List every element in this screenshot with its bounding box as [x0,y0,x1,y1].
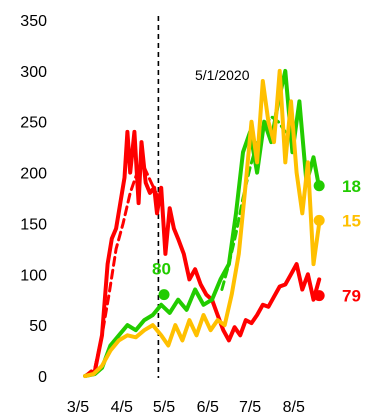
point-label: 80 [152,260,171,279]
x-tick-label: 8/5 [283,399,305,416]
y-tick-label: 300 [20,64,47,81]
x-tick-label: 4/5 [111,399,133,416]
x-tick-label: 3/5 [67,399,89,416]
annotation-label: 5/1/2020 [195,67,250,83]
series-end-marker [158,289,170,301]
series-trend-line [83,166,160,378]
y-tick-label: 350 [20,13,47,30]
series-end-marker [313,290,325,302]
series-end-label: 15 [342,211,361,230]
series-group: 79 18 80 15 [83,68,361,378]
series-end-label: 79 [342,287,361,306]
y-tick-label: 50 [29,318,47,335]
series-line [83,68,322,378]
series-line [83,129,322,378]
series-end-marker [313,214,325,226]
series-end-label: 18 [342,177,361,196]
y-tick-label: 250 [20,115,47,132]
series-end-marker [313,180,325,192]
series-line [83,68,322,378]
y-axis-ticks: 0 50 100 150 200 250 300 350 [20,13,47,386]
y-tick-label: 0 [38,369,47,386]
x-tick-label: 5/5 [153,399,175,416]
x-tick-label: 6/5 [197,399,219,416]
y-tick-label: 200 [20,166,47,183]
y-tick-label: 150 [20,216,47,233]
x-axis-ticks: 3/5 4/5 5/5 6/5 7/5 8/5 [67,399,305,416]
y-tick-label: 100 [20,267,47,284]
x-tick-label: 7/5 [239,399,261,416]
